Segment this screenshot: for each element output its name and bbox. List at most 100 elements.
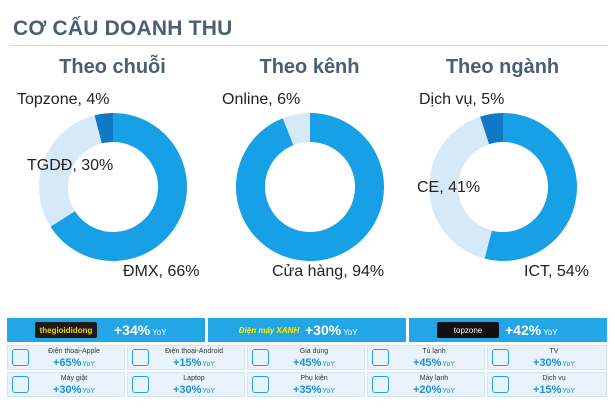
- washing-machine-icon: [12, 376, 29, 393]
- slice-label-dmx: ĐMX, 66%: [123, 263, 199, 280]
- category-growth: +45%YoY: [272, 357, 356, 369]
- category-growth-value: +30%: [532, 357, 562, 369]
- chart-title-theo-kenh: Theo kênh: [259, 56, 360, 78]
- slice-label-cua-hang: Cửa hàng, 94%: [272, 263, 384, 280]
- brand-growth-value: +34%: [114, 322, 151, 338]
- category-growth-value: +15%: [532, 384, 562, 396]
- slice-label-online: Online, 6%: [222, 91, 300, 108]
- slice-tgdd: [38, 115, 102, 227]
- category-growth: +30%YoY: [152, 384, 236, 396]
- category-name: Máy giặt: [60, 375, 88, 382]
- category-growth: +65%YoY: [32, 357, 116, 369]
- brand-growth-thegioididong: +34% YoY: [114, 322, 167, 338]
- brand-yoy-label: YoY: [152, 328, 167, 337]
- brand-growth-dienmayxanh: +30% YoY: [305, 322, 358, 338]
- category-growth: +15%YoY: [512, 384, 596, 396]
- category-cell-dich-vu: Dịch vụ +15%YoY: [487, 372, 607, 397]
- chart-theo-chuoi: Theo chuỗi Topzone, 4% TGDĐ, 30% ĐMX, 66…: [10, 52, 215, 288]
- category-name: Tủ lạnh: [422, 348, 446, 355]
- category-cell-may-lanh: Máy lạnh +20%YoY: [367, 372, 485, 397]
- category-name: Máy lạnh: [419, 375, 449, 382]
- brand-yoy-label: YoY: [543, 328, 558, 337]
- category-growth: +45%YoY: [392, 357, 476, 369]
- category-yoy-label: YoY: [442, 388, 456, 395]
- category-name: Điện thoại-Android: [165, 348, 223, 355]
- thegioididong-logo: thegioididong: [35, 322, 97, 338]
- category-cell-laptop: Laptop +30%YoY: [127, 372, 245, 397]
- category-growth-value: +30%: [172, 384, 202, 396]
- category-cell-gia-dung: Gia dụng +45%YoY: [247, 345, 365, 370]
- category-cell-phu-kien: Phụ kiện +35%YoY: [247, 372, 365, 397]
- slice-label-tgdd: TGDĐ, 30%: [27, 157, 113, 174]
- slice-cua-hang: [235, 113, 384, 261]
- category-cell-dien-thoai-android: Điện thoại-Android +15%YoY: [127, 345, 245, 370]
- smartphone-icon: [132, 349, 149, 366]
- category-growth-value: +45%: [412, 357, 442, 369]
- topzone-logo: topzone: [437, 322, 499, 338]
- category-name: TV: [549, 348, 559, 355]
- category-yoy-label: YoY: [82, 361, 96, 368]
- category-growth: +30%YoY: [512, 357, 596, 369]
- category-growth-value: +65%: [52, 357, 82, 369]
- category-growth-grid: Điện thoại-Apple +65%YoY Điện thoại-Andr…: [7, 345, 607, 398]
- title-divider: [10, 45, 608, 46]
- category-name: Phụ kiện: [300, 375, 328, 382]
- category-growth-value: +45%: [292, 357, 322, 369]
- category-growth: +35%YoY: [272, 384, 356, 396]
- category-growth-value: +20%: [412, 384, 442, 396]
- category-name: Điện thoại-Apple: [48, 348, 100, 355]
- chart-theo-kenh: Theo kênh Online, 6% Cửa hàng, 94%: [207, 52, 412, 288]
- category-name: Laptop: [183, 375, 205, 382]
- chart-theo-nganh: Theo ngành Dịch vụ, 5% CE, 41% ICT, 54%: [400, 52, 605, 288]
- air-conditioner-icon: [372, 376, 389, 393]
- chart-title-theo-nganh: Theo ngành: [445, 56, 560, 78]
- brand-bar-dienmayxanh: Điện máy XANH +30% YoY: [208, 318, 406, 342]
- category-cell-may-giat: Máy giặt +30%YoY: [7, 372, 125, 397]
- category-yoy-label: YoY: [442, 361, 456, 368]
- category-name: Dịch vụ: [542, 375, 566, 382]
- brand-growth-value: +42%: [505, 322, 542, 338]
- donut-chart-theo-chuoi: Topzone, 4% TGDĐ, 30% ĐMX, 66%: [17, 91, 199, 280]
- category-yoy-label: YoY: [202, 361, 216, 368]
- fridge-icon: [372, 349, 389, 366]
- tv-icon: [492, 349, 509, 366]
- dienmayxanh-logo: Điện máy XANH: [238, 322, 300, 338]
- slice-label-ict: ICT, 54%: [524, 263, 589, 280]
- category-yoy-label: YoY: [202, 388, 216, 395]
- brand-bar-topzone: topzone +42% YoY: [409, 318, 607, 342]
- category-yoy-label: YoY: [322, 388, 336, 395]
- brand-bar-thegioididong: thegioididong +34% YoY: [7, 318, 205, 342]
- slice-label-dich-vu: Dịch vụ, 5%: [419, 91, 504, 108]
- page-title: CƠ CẤU DOANH THU: [13, 17, 233, 40]
- accessories-icon: [252, 376, 269, 393]
- brand-yoy-label: YoY: [343, 328, 358, 337]
- category-yoy-label: YoY: [562, 388, 576, 395]
- category-growth-value: +35%: [292, 384, 322, 396]
- brand-growth-topzone: +42% YoY: [505, 322, 558, 338]
- phone-icon: [12, 349, 29, 366]
- category-yoy-label: YoY: [562, 361, 576, 368]
- category-cell-tv: TV +30%YoY: [487, 345, 607, 370]
- category-growth-value: +15%: [172, 357, 202, 369]
- category-yoy-label: YoY: [82, 388, 96, 395]
- category-cell-tu-lanh: Tủ lạnh +45%YoY: [367, 345, 485, 370]
- service-icon: [492, 376, 509, 393]
- slice-dich-vu: [480, 113, 503, 145]
- slice-topzone: [94, 113, 113, 144]
- laptop-icon: [132, 376, 149, 393]
- slice-ict: [484, 113, 577, 261]
- slice-online: [282, 113, 310, 146]
- brand-growth-value: +30%: [305, 322, 342, 338]
- rice-cooker-icon: [252, 349, 269, 366]
- category-growth: +15%YoY: [152, 357, 236, 369]
- slice-ce: [429, 116, 492, 259]
- chart-title-theo-chuoi: Theo chuỗi: [59, 56, 166, 78]
- growth-kpi-strip: thegioididong +34% YoY Điện máy XANH +30%…: [7, 318, 607, 398]
- slice-dmx: [50, 113, 188, 261]
- category-growth: +20%YoY: [392, 384, 476, 396]
- donut-chart-theo-kenh: Online, 6% Cửa hàng, 94%: [222, 91, 384, 280]
- category-yoy-label: YoY: [322, 361, 336, 368]
- category-cell-dien-thoai-apple: Điện thoại-Apple +65%YoY: [7, 345, 125, 370]
- category-growth: +30%YoY: [32, 384, 116, 396]
- slice-label-topzone: Topzone, 4%: [17, 91, 110, 108]
